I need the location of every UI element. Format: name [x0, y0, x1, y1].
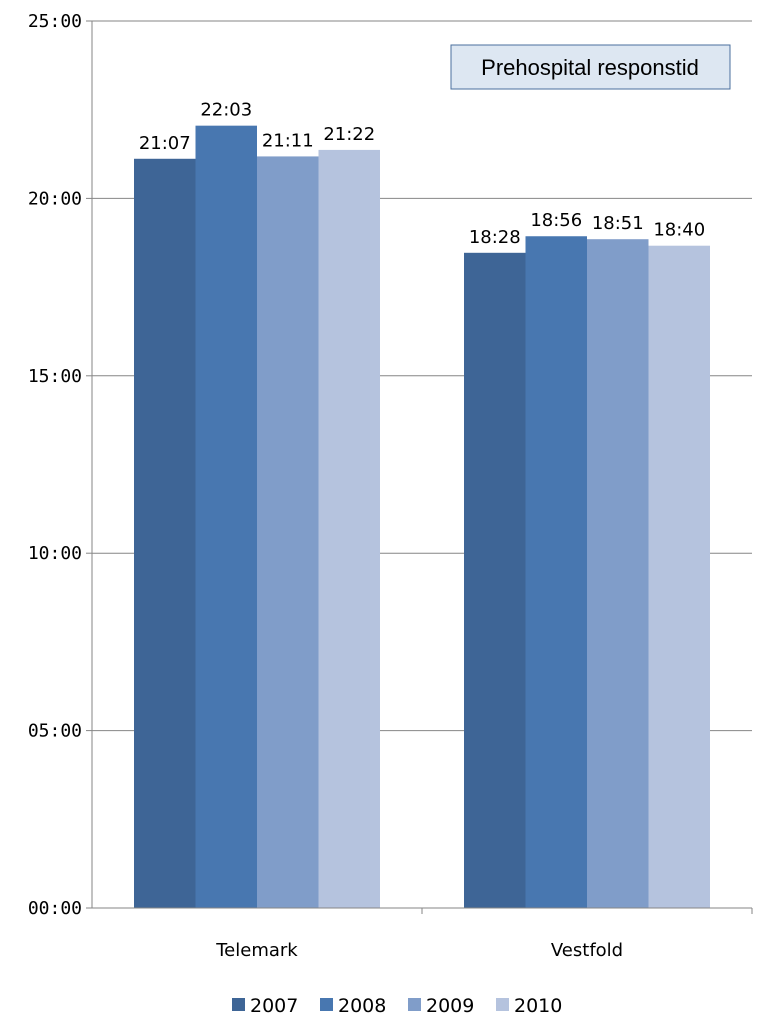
y-tick-label: 05:00 [28, 721, 82, 742]
data-label: 21:11 [262, 130, 314, 151]
legend-swatch [408, 998, 421, 1011]
title-box [450, 44, 731, 90]
legend-label: 2007 [250, 995, 298, 1017]
data-label: 18:40 [653, 220, 705, 241]
y-tick-label: 25:00 [28, 11, 82, 32]
bar [464, 252, 526, 908]
x-category-label: Vestfold [551, 940, 623, 961]
axes: 00:00 05:00 10:00 15:00 20:00 25:00 Telemark Ve… [28, 11, 753, 961]
data-label: 21:22 [323, 124, 375, 145]
bar [257, 156, 319, 909]
x-category-label: Telemark [215, 940, 298, 961]
bars [134, 125, 710, 909]
title-text: Prehospital responstid [481, 55, 699, 80]
bar [134, 158, 196, 908]
data-label: 22:03 [200, 100, 252, 121]
legend-label: 2009 [426, 995, 474, 1017]
legend: 2007 2008 2009 2010 [232, 995, 562, 1017]
bar [648, 245, 710, 908]
data-label: 21:07 [139, 133, 191, 154]
legend-label: 2008 [338, 995, 386, 1017]
data-label: 18:28 [469, 227, 521, 248]
bar [318, 149, 380, 908]
y-tick-label: 15:00 [28, 366, 82, 387]
y-tick-label: 10:00 [28, 543, 82, 564]
bar [525, 236, 587, 908]
legend-swatch [232, 998, 245, 1011]
bar [195, 125, 257, 908]
legend-swatch [496, 998, 509, 1011]
data-label: 18:56 [530, 210, 582, 231]
bar [587, 239, 649, 908]
legend-label: 2010 [514, 995, 562, 1017]
legend-swatch [320, 998, 333, 1011]
chart-title: Prehospital responstid [450, 44, 731, 90]
data-label: 18:51 [592, 213, 644, 234]
y-tick-label: 00:00 [28, 898, 82, 919]
y-tick-label: 20:00 [28, 188, 82, 209]
data-labels: 21:07 22:03 21:11 21:22 18:28 18:56 18:51 18:40 [139, 100, 705, 248]
